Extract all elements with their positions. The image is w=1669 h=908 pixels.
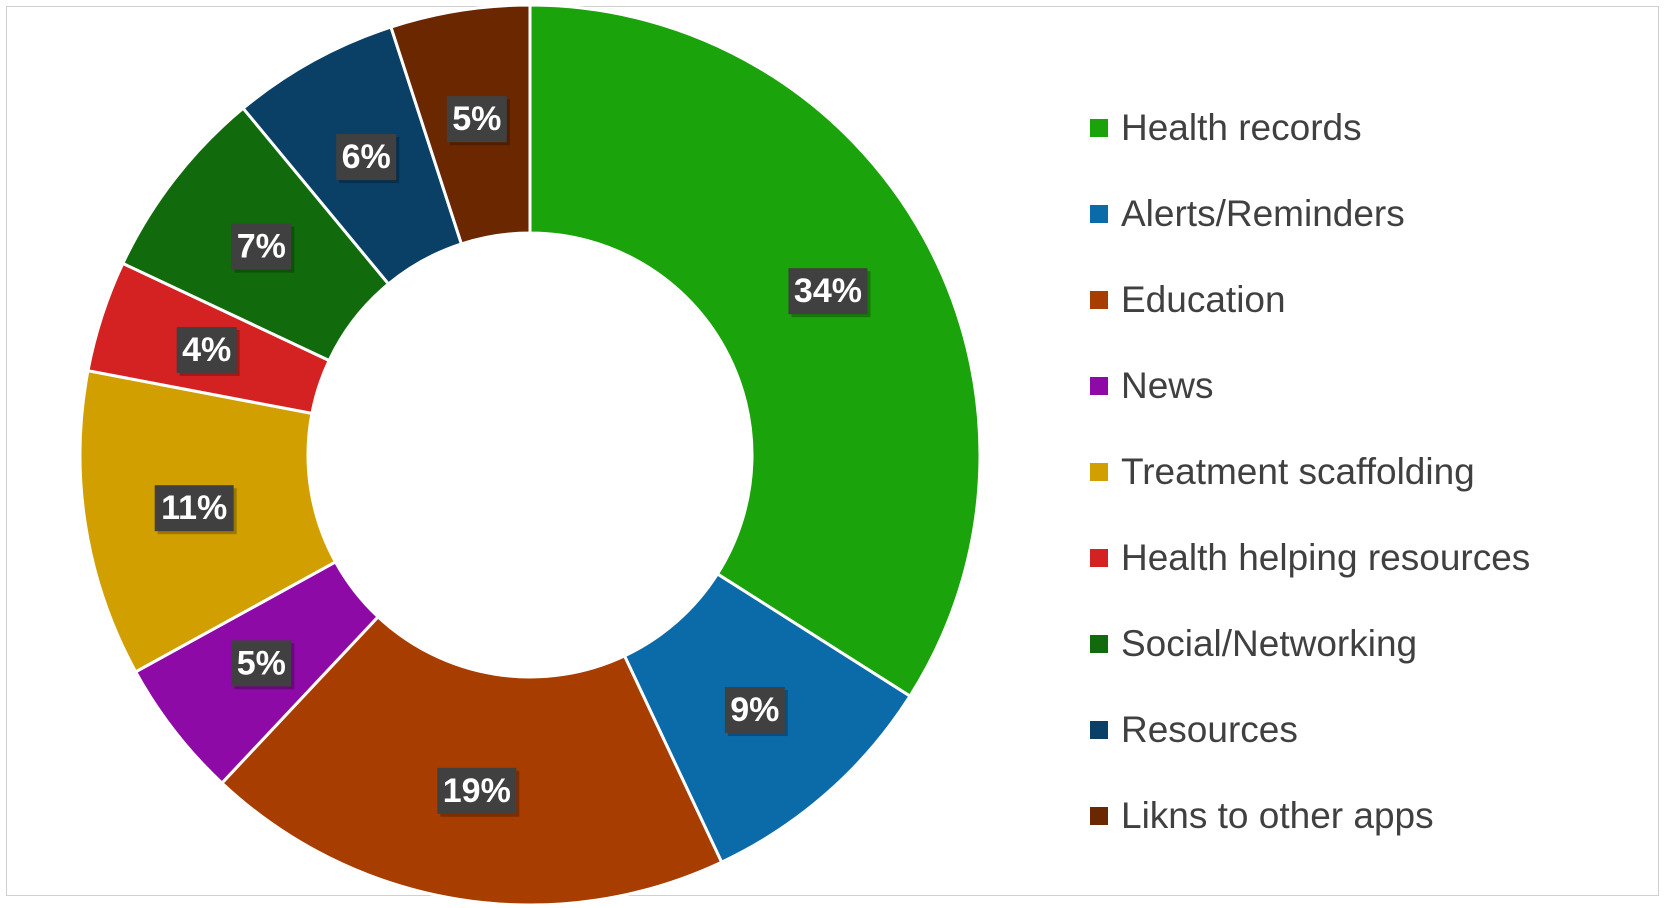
legend-item-resources: Resources (1090, 687, 1650, 773)
legend-label: Social/Networking (1121, 623, 1418, 664)
data-label-education: 19% (437, 767, 520, 817)
legend-item-likns-to-other-apps: Likns to other apps (1090, 773, 1650, 859)
legend-item-health-records: Health records (1090, 85, 1650, 171)
slice-health-records (528, 3, 982, 699)
data-label-box (154, 485, 234, 532)
data-label-text: 5% (237, 644, 286, 682)
legend-item-health-helping-resources: Health helping resources (1090, 515, 1650, 601)
legend-swatch (1090, 205, 1108, 223)
data-label-text: 34% (794, 272, 862, 310)
data-label-social-networking: 7% (231, 223, 295, 273)
data-label-text: 11% (161, 489, 227, 527)
legend-label: Likns to other apps (1121, 795, 1434, 836)
legend-label: Health records (1121, 107, 1362, 148)
legend-swatch (1090, 377, 1108, 395)
legend-swatch (1090, 807, 1108, 825)
data-label-text: 6% (342, 138, 391, 176)
data-label-box (336, 134, 397, 181)
data-label-box (176, 326, 237, 373)
data-label-likns-to-other-apps: 5% (446, 96, 510, 146)
data-label-text: 4% (182, 331, 231, 369)
data-label-text: 19% (443, 772, 511, 810)
data-label-box (446, 96, 507, 143)
legend-label: Resources (1121, 709, 1298, 750)
data-label-box (437, 767, 517, 814)
legend-swatch (1090, 721, 1108, 739)
data-label-text: 7% (237, 228, 286, 266)
slice-education (219, 614, 724, 907)
legend-item-treatment-scaffolding: Treatment scaffolding (1090, 429, 1650, 515)
slices-group (78, 3, 982, 907)
data-label-treatment-scaffolding: 11% (154, 485, 237, 535)
data-label-box (788, 268, 868, 315)
legend-label: Treatment scaffolding (1121, 451, 1475, 492)
legend-swatch (1090, 119, 1108, 137)
legend-swatch (1090, 635, 1108, 653)
data-label-text: 9% (730, 691, 779, 729)
legend-label: Alerts/Reminders (1121, 193, 1405, 234)
legend-item-social-networking: Social/Networking (1090, 601, 1650, 687)
data-label-alerts-reminders: 9% (724, 687, 788, 737)
data-label-resources: 6% (336, 134, 400, 184)
data-label-news: 5% (231, 640, 295, 690)
data-label-health-helping-resources: 4% (176, 326, 240, 376)
legend-label: News (1121, 365, 1214, 406)
legend-swatch (1090, 463, 1108, 481)
legend-item-news: News (1090, 343, 1650, 429)
legend-label: Education (1121, 279, 1286, 320)
data-label-box (724, 687, 785, 734)
legend: Health records Alerts/Reminders Education N… (1090, 85, 1650, 859)
legend-item-education: Education (1090, 257, 1650, 343)
data-label-text: 5% (452, 100, 501, 138)
legend-item-alerts-reminders: Alerts/Reminders (1090, 171, 1650, 257)
legend-label: Health helping resources (1121, 537, 1531, 578)
data-labels-group: 34% 9% 19% 5% 11% 4% 7% 6% 5% (154, 96, 871, 817)
data-label-box (231, 223, 292, 270)
data-label-box (231, 640, 292, 687)
data-label-health-records: 34% (788, 268, 871, 318)
legend-swatch (1090, 549, 1108, 567)
legend-swatch (1090, 291, 1108, 309)
